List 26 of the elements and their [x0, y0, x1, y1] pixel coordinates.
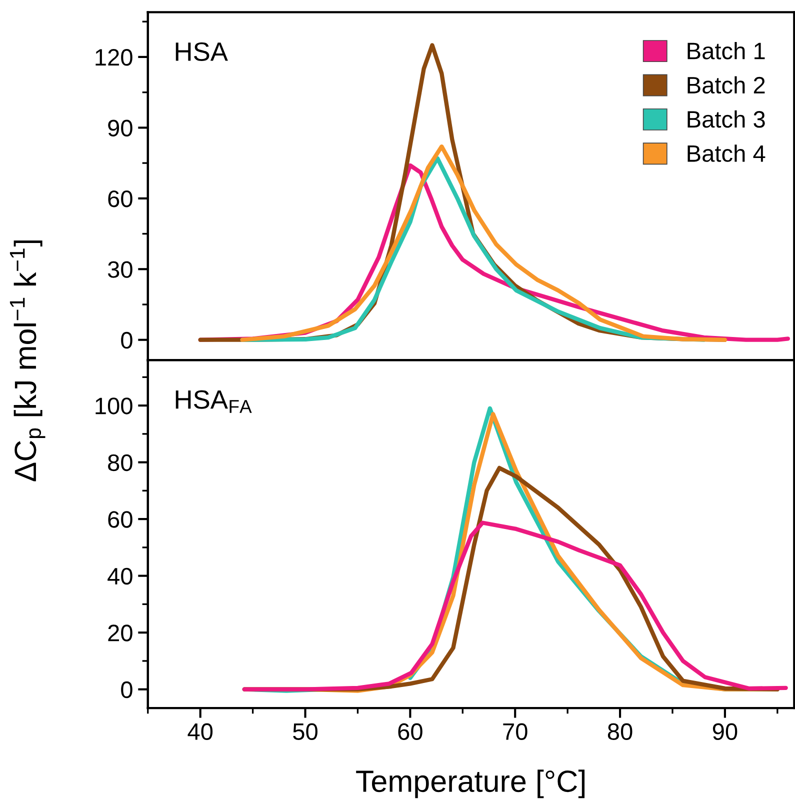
x-tick-label: 60 — [398, 723, 422, 740]
annotation: HSA — [176, 42, 228, 62]
y-tick-label: 0 — [121, 332, 132, 349]
legend-label: Batch 3 — [688, 110, 765, 128]
x-axis-title: Temperature [°C] — [356, 770, 585, 798]
x-tick-label: 90 — [712, 723, 738, 740]
x-tick-label: 80 — [608, 723, 632, 740]
y-tick-label: 30 — [108, 261, 132, 278]
y-axis-title: ΔC$_{p}$ [kJ mol$^{−1}$ k$^{−1}$] — [10, 240, 46, 482]
legend-label: Batch 2 — [688, 76, 765, 94]
y-tick-label: 0 — [121, 681, 132, 698]
x-tick-label: 70 — [503, 723, 528, 740]
y-tick-label: 90 — [108, 120, 132, 136]
legend-label: Batch 4 — [688, 144, 766, 162]
legend-label: Batch 1 — [688, 42, 765, 60]
x-tick-label: 50 — [293, 723, 318, 740]
y-tick-label: 20 — [108, 624, 132, 642]
y-tick-label: 80 — [108, 454, 132, 472]
y-tick-label: 40 — [108, 568, 132, 585]
annotation: HSA$_{FA}$ — [176, 390, 252, 413]
y-tick-label: 120 — [96, 49, 132, 66]
y-tick-label: 60 — [108, 511, 132, 528]
y-tick-label: 60 — [108, 190, 132, 208]
y-tick-label: 100 — [96, 398, 132, 414]
x-tick-label: 40 — [188, 723, 213, 740]
line-series — [242, 520, 788, 692]
